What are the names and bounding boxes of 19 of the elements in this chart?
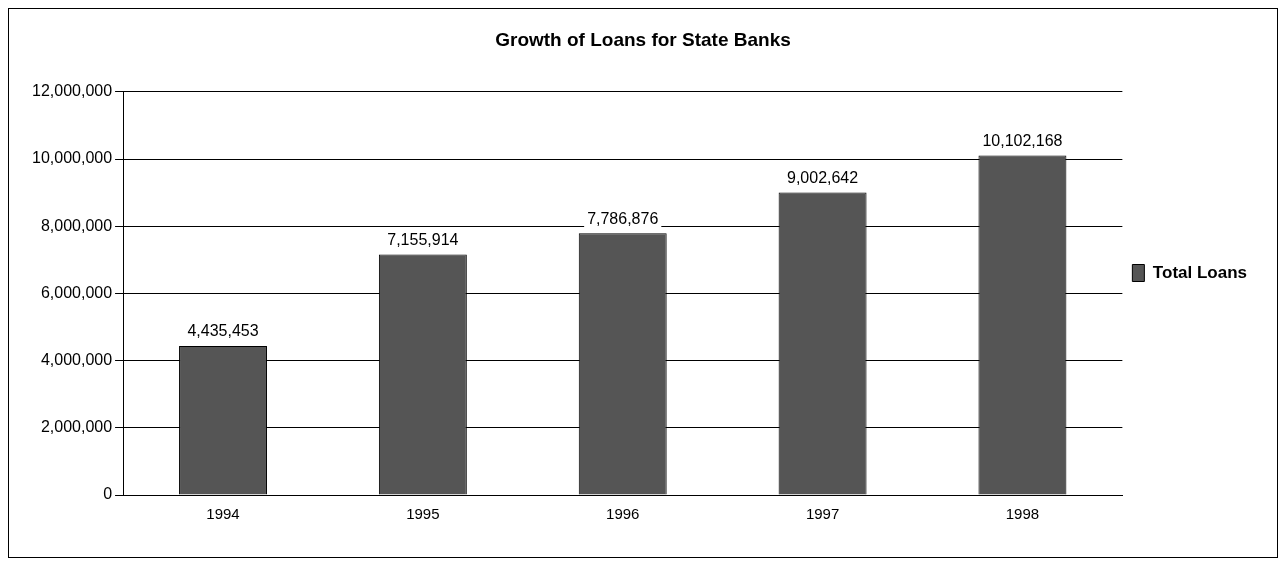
x-tick-label: 1998 [1005, 505, 1040, 523]
y-tick-label: 10,000,000 [32, 149, 113, 167]
data-label: 7,155,914 [387, 230, 459, 248]
data-label: 10,102,168 [982, 131, 1063, 149]
x-tick-label: 1994 [206, 505, 240, 523]
data-label: 9,002,642 [786, 168, 859, 186]
y-tick-label: 2,000,000 [40, 418, 113, 436]
x-tick-label: 1997 [805, 505, 840, 523]
x-tick-label: 1995 [406, 505, 440, 523]
x-tick-label: 1996 [606, 505, 640, 523]
y-tick-label: 4,000,000 [40, 351, 113, 369]
y-tick-label: 6,000,000 [40, 283, 113, 301]
y-tick-label: 12,000,000 [32, 82, 113, 100]
legend-label: Total Loans [1152, 262, 1248, 282]
data-label: 4,435,453 [187, 322, 259, 340]
y-tick-label: 0 [103, 485, 113, 503]
data-label: 7,786,876 [587, 209, 659, 227]
chart-title: Growth of Loans for State Banks [495, 28, 791, 50]
y-tick-label: 8,000,000 [40, 216, 113, 234]
